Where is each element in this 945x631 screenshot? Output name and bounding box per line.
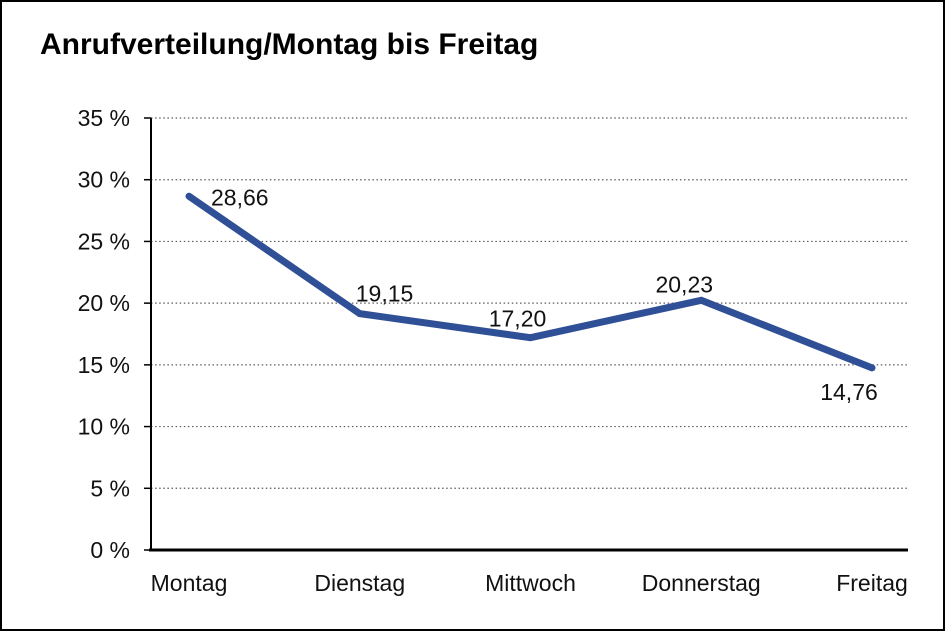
y-tick-label: 35 %: [78, 105, 130, 131]
x-tick-label: Freitag: [836, 570, 908, 596]
data-point-label: 19,15: [356, 281, 414, 307]
y-tick-label: 20 %: [78, 290, 130, 316]
data-point-label: 14,76: [820, 379, 878, 405]
chart-title: Anrufverteilung/Montag bis Freitag: [40, 28, 539, 61]
x-tick-label: Dienstag: [314, 570, 405, 596]
data-point-label: 28,66: [211, 184, 269, 210]
x-tick-label: Donnerstag: [642, 570, 761, 596]
y-tick-label: 30 %: [78, 167, 130, 193]
x-tick-label: Mittwoch: [485, 570, 576, 596]
y-tick-label: 25 %: [78, 228, 130, 254]
series-line: [185, 192, 876, 372]
data-point-label: 20,23: [655, 271, 713, 297]
y-tick-label: 0 %: [90, 537, 130, 563]
x-tick-label: Montag: [151, 570, 228, 596]
data-point-label: 17,20: [489, 306, 547, 332]
y-tick-label: 10 %: [78, 414, 130, 440]
y-tick-label: 15 %: [78, 352, 130, 378]
y-tick-label: 5 %: [90, 475, 130, 501]
